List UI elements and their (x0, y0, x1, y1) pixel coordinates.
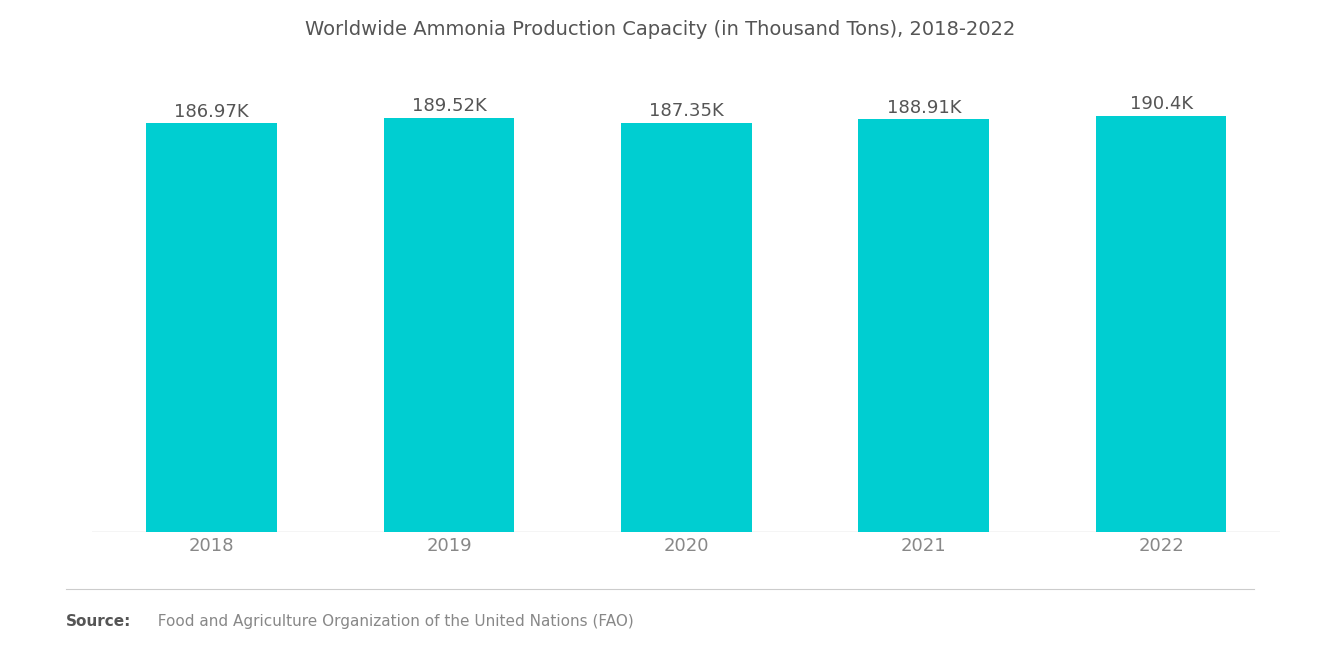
Text: 186.97K: 186.97K (174, 103, 249, 121)
Text: 187.35K: 187.35K (649, 102, 723, 120)
Text: Food and Agriculture Organization of the United Nations (FAO): Food and Agriculture Organization of the… (148, 614, 634, 629)
Text: 189.52K: 189.52K (412, 97, 486, 115)
Bar (858, 119, 989, 532)
Bar (384, 118, 515, 532)
Text: 188.91K: 188.91K (887, 98, 961, 116)
Bar (622, 122, 751, 532)
Bar (147, 124, 277, 532)
Text: Source:: Source: (66, 614, 132, 629)
Bar (1096, 116, 1226, 532)
Text: 190.4K: 190.4K (1130, 95, 1193, 113)
Text: Worldwide Ammonia Production Capacity (in Thousand Tons), 2018-2022: Worldwide Ammonia Production Capacity (i… (305, 20, 1015, 39)
